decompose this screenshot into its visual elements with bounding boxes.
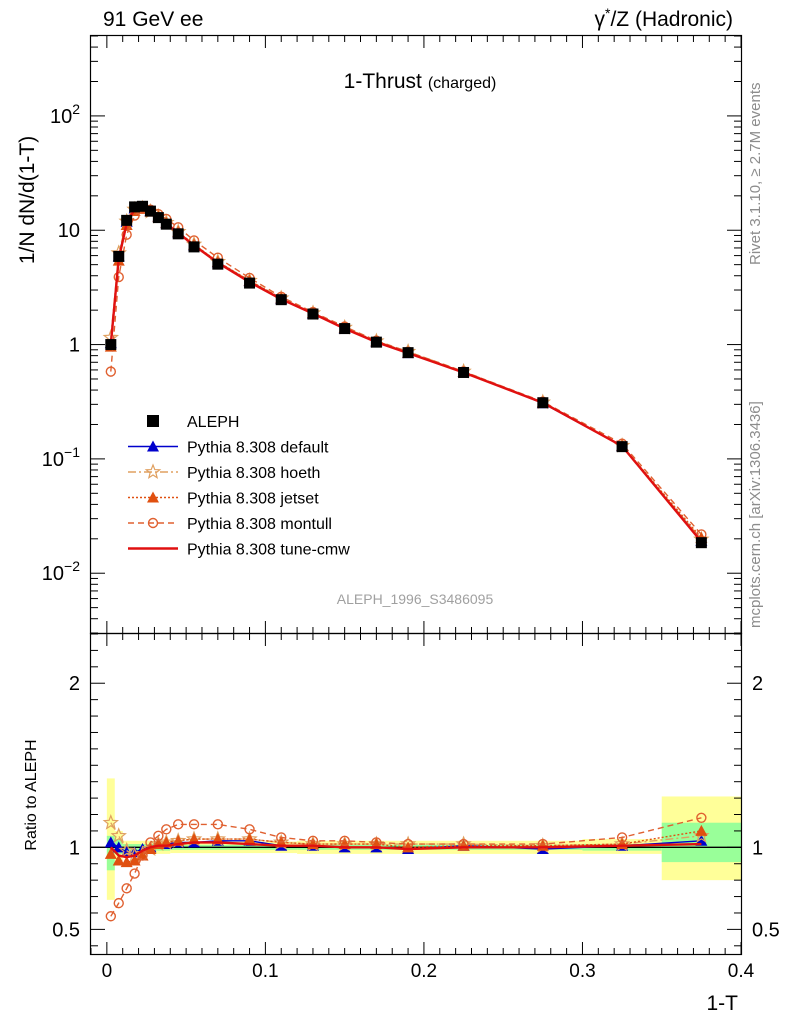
data-point xyxy=(275,294,287,306)
triangle-marker xyxy=(128,854,141,866)
data-point xyxy=(137,200,149,212)
circle-marker xyxy=(105,366,117,377)
star-marker xyxy=(144,463,162,480)
data-point xyxy=(160,218,172,230)
ratio-series-layer xyxy=(102,812,710,922)
ratio-tick-label: 2 xyxy=(69,673,80,695)
circle-marker xyxy=(161,824,172,835)
data-point xyxy=(616,441,628,453)
data-point xyxy=(152,212,164,224)
ratio-tick-label: 0.5 xyxy=(52,919,80,941)
analysis-id-label: ALEPH_1996_S3486095 xyxy=(337,591,494,607)
circle-marker xyxy=(276,832,287,843)
circle-marker xyxy=(172,819,184,830)
data-point xyxy=(172,228,184,240)
circle-marker xyxy=(696,812,707,823)
y-tick-label: 102 xyxy=(50,101,80,128)
side-label-rivet: Rivet 3.1.10, ≥ 2.7M events xyxy=(747,83,764,266)
circle-marker xyxy=(121,229,132,240)
star-marker xyxy=(118,841,135,858)
ratio-series-line xyxy=(110,830,702,863)
legend-label: ALEPH xyxy=(187,414,239,431)
circle-marker xyxy=(105,911,117,922)
header-left-label: 91 GeV ee xyxy=(103,8,203,31)
legend: ALEPH Pythia 8.308 default Pythia 8.308 ho… xyxy=(128,414,350,559)
data-point xyxy=(402,347,414,359)
circle-marker xyxy=(188,819,200,830)
data-point xyxy=(458,366,470,378)
data-point xyxy=(105,339,117,351)
circle-marker xyxy=(129,868,140,879)
side-label-mcplots: mcplots.cern.ch [arXiv:1306.3436] xyxy=(747,401,764,628)
x-tick-label: 0.1 xyxy=(252,961,278,982)
data-point xyxy=(188,241,200,253)
data-point xyxy=(144,205,156,217)
data-point xyxy=(537,397,549,409)
data-point xyxy=(244,277,256,289)
ratio-plot-frame xyxy=(89,632,743,956)
x-tick-label: 0.3 xyxy=(569,961,595,982)
x-tick-label: 0.2 xyxy=(411,961,437,982)
ratio-tick-label-right: 0.5 xyxy=(752,919,780,941)
x-tick-label: 0.4 xyxy=(728,961,755,982)
series-line xyxy=(110,208,702,539)
circle-marker xyxy=(537,838,549,850)
triangle-marker xyxy=(243,833,256,845)
x-axis-label: 1-T xyxy=(707,992,739,1015)
circle-marker xyxy=(212,819,224,830)
triangle-marker xyxy=(112,854,125,866)
legend-label: Pythia 8.308 hoeth xyxy=(187,465,320,482)
star-marker xyxy=(102,814,120,830)
circle-marker xyxy=(339,835,350,846)
star-marker xyxy=(693,827,710,843)
triangle-marker xyxy=(136,849,149,861)
circle-marker xyxy=(113,271,124,283)
legend-label: Pythia 8.308 jetset xyxy=(187,491,319,508)
data-point xyxy=(121,214,133,226)
ratio-axis-label: Ratio to ALEPH xyxy=(23,739,40,850)
data-point xyxy=(307,308,319,320)
legend-label: Pythia 8.308 default xyxy=(187,440,329,457)
triangle-marker xyxy=(147,440,159,452)
y-tick-label: 10−2 xyxy=(42,558,80,585)
triangle-marker xyxy=(695,824,708,836)
ratio-series-line xyxy=(109,841,702,859)
main-axis-ticks: 10−2 10−1 1 10 102 xyxy=(42,35,742,634)
ratio-series-line xyxy=(110,817,702,917)
circle-marker xyxy=(121,883,132,894)
data-point xyxy=(370,336,382,348)
circle-marker xyxy=(113,897,124,909)
y-axis-label: 1/N dN/d(1-T) xyxy=(16,136,39,264)
data-point xyxy=(129,201,141,213)
triangle-marker xyxy=(104,836,117,848)
header-right-label: γ*/Z (Hadronic) xyxy=(595,5,733,31)
data-point xyxy=(339,323,351,335)
x-tick-label: 0 xyxy=(102,961,113,982)
main-series-layer xyxy=(102,199,710,549)
circle-marker xyxy=(147,517,159,529)
legend-label: Pythia 8.308 tune-cmw xyxy=(187,542,350,559)
plot-title: 1-Thrust (charged) xyxy=(344,70,497,93)
circle-marker xyxy=(458,838,469,850)
circle-marker xyxy=(244,824,255,835)
triangle-marker xyxy=(104,847,117,859)
series-line xyxy=(110,208,702,535)
ratio-tick-label: 1 xyxy=(69,837,80,859)
y-tick-label: 10 xyxy=(58,220,80,242)
triangle-marker xyxy=(147,491,159,503)
y-tick-label: 10−1 xyxy=(42,444,80,471)
star-marker xyxy=(110,827,127,843)
legend-label: Pythia 8.308 montull xyxy=(187,516,332,533)
ratio-axis-ticks: 0 0.1 0.2 0.3 0.4 0.5 0.5 1 1 2 2 xyxy=(52,633,780,982)
ratio-tick-label-right: 2 xyxy=(752,673,763,695)
circle-marker xyxy=(616,832,628,843)
ratio-tick-label-right: 1 xyxy=(752,837,763,859)
square-marker xyxy=(147,415,159,427)
circle-marker xyxy=(153,830,164,842)
data-point xyxy=(695,537,707,549)
data-point xyxy=(113,250,125,262)
y-tick-label: 1 xyxy=(69,335,80,357)
data-point xyxy=(212,258,224,270)
